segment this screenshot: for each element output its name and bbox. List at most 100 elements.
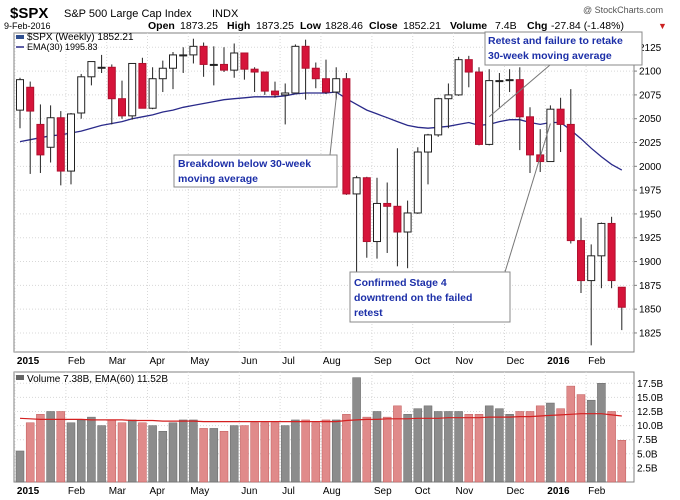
candle [87, 61, 96, 86]
annotation-text-line: Retest and failure to retake [488, 35, 623, 47]
candle-body-down [362, 177, 371, 243]
volume-bar [168, 422, 178, 483]
x-tick-label: Sep [374, 356, 392, 367]
close-label: Close [369, 20, 398, 32]
candle [118, 80, 126, 119]
candle [383, 182, 392, 253]
candle [485, 69, 494, 146]
volume-bar [382, 416, 392, 483]
x-tick-label: 2015 [17, 356, 40, 367]
volume-bar [117, 422, 127, 483]
volume-bar [525, 411, 535, 483]
volume-bar [229, 425, 239, 483]
candle-body-up [587, 255, 596, 282]
candle-body-up [291, 45, 300, 94]
annotation-pointer [488, 64, 551, 118]
x-tick-label: Jun [241, 356, 257, 367]
volume-bar [107, 419, 117, 483]
candle-body-down [36, 123, 45, 156]
volume-bar [586, 399, 596, 483]
candle [220, 47, 228, 73]
x-tick-label: Sep [374, 486, 392, 497]
candle-body-up [444, 94, 453, 100]
volume-bar [291, 419, 300, 483]
volume-label: Volume [450, 20, 487, 32]
candle [617, 286, 626, 331]
candle-body-up [546, 108, 555, 163]
x-tick-label: Apr [150, 486, 166, 497]
candle [189, 38, 198, 64]
y-tick-label: 1925 [639, 233, 662, 244]
volume-bar [56, 411, 66, 483]
ema-legend-text: EMA(30) 1995.83 [27, 42, 98, 52]
candle [495, 72, 504, 108]
price-legend-text: $SPX (Weekly) 1852.21 [27, 32, 134, 43]
candle [393, 148, 402, 267]
volume-bar [178, 419, 188, 483]
volume-bar [535, 405, 545, 483]
y-tick-label: 1875 [639, 281, 662, 292]
volume-bar [546, 402, 555, 483]
volume-bar [454, 411, 463, 483]
y-tick-label: 2000 [639, 162, 662, 173]
candle [128, 62, 137, 120]
x-tick-label: 2016 [547, 486, 570, 497]
open-value: 1873.25 [180, 20, 218, 32]
volume-bar [342, 414, 351, 483]
y-tick-label: 1850 [639, 305, 662, 316]
candle-body-down [199, 45, 208, 65]
candle-body-down [383, 202, 392, 207]
candle [597, 222, 606, 289]
volume-legend-text: Volume 7.38B, EMA(60) 11.52B [27, 374, 168, 385]
candle-body-down [556, 108, 565, 125]
candle [413, 147, 422, 214]
volume-bar [474, 414, 484, 483]
x-tick-label: Aug [323, 486, 341, 497]
x-tick-label: Oct [415, 356, 431, 367]
candle [515, 67, 524, 151]
close-value: 1852.21 [403, 20, 441, 32]
y-tick-label: 15.0B [637, 393, 663, 404]
candle [332, 67, 341, 100]
candle-body-up [189, 45, 198, 56]
volume-bar [97, 425, 106, 483]
candle [138, 57, 147, 109]
x-tick-label: Feb [68, 486, 86, 497]
candle-body-up [169, 54, 177, 69]
annotation-text-line: moving average [178, 173, 258, 185]
volume-bar [270, 422, 280, 483]
candle-body-up [16, 79, 24, 111]
candle-body-down [26, 86, 35, 112]
y-tick-label: 2100 [639, 67, 662, 78]
candle [607, 216, 616, 289]
security-name: S&P 500 Large Cap Index [64, 8, 192, 20]
volume-bar [566, 385, 576, 483]
y-tick-label: 5.0B [637, 449, 658, 460]
candle-body-up [179, 54, 188, 57]
x-tick-label: Mar [109, 356, 127, 367]
x-tick-label: Jul [282, 356, 295, 367]
candle-body-down [322, 78, 330, 93]
volume-bar [556, 408, 565, 483]
candle-body-up [281, 92, 290, 96]
candle-body-down [301, 45, 310, 69]
y-tick-label: 1950 [639, 209, 662, 220]
candle-body-up [352, 177, 361, 195]
volume-bar [331, 419, 341, 483]
volume-bar [597, 383, 606, 483]
x-tick-label: Feb [68, 356, 86, 367]
ema30-line [19, 91, 623, 171]
x-tick-label: Jul [282, 486, 295, 497]
spx-legend-swatch [16, 35, 24, 39]
price-y-axis: 1825 1850 1875 1900 1925 1950 1975 2000 2025 2050… [634, 43, 662, 339]
annotation-box [484, 31, 643, 66]
candle [444, 83, 453, 129]
candle [587, 244, 596, 346]
candle-body-up [128, 62, 137, 117]
candle [362, 176, 371, 258]
candle [322, 59, 330, 94]
candle [526, 107, 534, 173]
volume-bar [607, 411, 616, 483]
volume-bar [362, 416, 372, 483]
